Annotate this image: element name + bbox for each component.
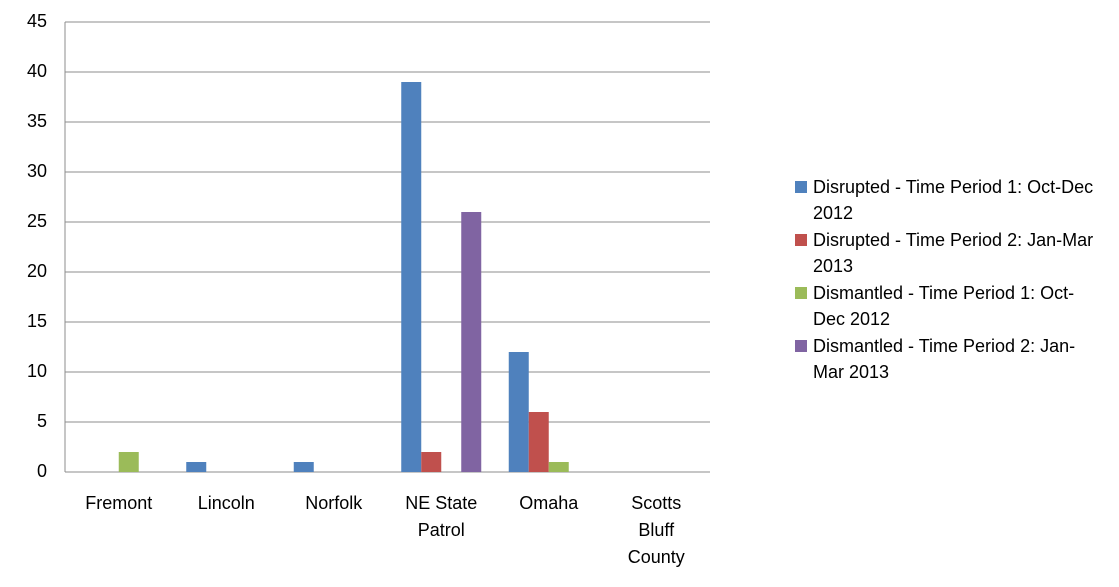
legend-label: Dismantled - Time Period 1: Oct-Dec 2012: [813, 283, 1075, 329]
x-tick-label: NE State Patrol: [405, 493, 478, 540]
y-tick-label: 25: [27, 211, 47, 231]
y-tick-label: 35: [27, 111, 47, 131]
y-tick-label: 15: [27, 311, 47, 331]
bar: [421, 452, 442, 472]
bar: [293, 462, 314, 472]
bar: [461, 212, 482, 472]
y-tick-label: 40: [27, 61, 47, 81]
bar: [186, 462, 207, 472]
legend-label: Disrupted - Time Period 2: Jan-Mar 2013: [813, 230, 1094, 276]
y-tick-label: 0: [37, 461, 47, 481]
y-tick-label: 45: [27, 11, 47, 31]
x-tick-label: Norfolk: [305, 493, 363, 513]
legend-item: Dismantled - Time Period 1: Oct-Dec 2012: [795, 280, 1103, 332]
legend-label: Disrupted - Time Period 1: Oct-Dec 2012: [813, 177, 1094, 223]
bar: [118, 452, 139, 472]
legend-swatch: [795, 181, 807, 193]
x-tick-label: Lincoln: [197, 493, 255, 513]
y-tick-label: 20: [27, 261, 47, 281]
legend-label: Dismantled - Time Period 2: Jan-Mar 2013: [813, 336, 1076, 382]
legend-swatch: [795, 287, 807, 299]
y-tick-label: 30: [27, 161, 47, 181]
legend-item: Disrupted - Time Period 2: Jan-Mar 2013: [795, 227, 1103, 279]
x-tick-label: Scotts Bluff County: [627, 493, 685, 567]
legend-swatch: [795, 234, 807, 246]
bar: [508, 352, 529, 472]
bar: [548, 462, 569, 472]
y-tick-label: 5: [37, 411, 47, 431]
bar: [401, 82, 422, 472]
bar: [528, 412, 549, 472]
legend-swatch: [795, 340, 807, 352]
y-tick-label: 10: [27, 361, 47, 381]
legend-item: Disrupted - Time Period 1: Oct-Dec 2012: [795, 174, 1103, 226]
x-tick-label: Omaha: [519, 493, 579, 513]
legend-item: Dismantled - Time Period 2: Jan-Mar 2013: [795, 333, 1103, 385]
x-tick-label: Fremont: [85, 493, 153, 513]
